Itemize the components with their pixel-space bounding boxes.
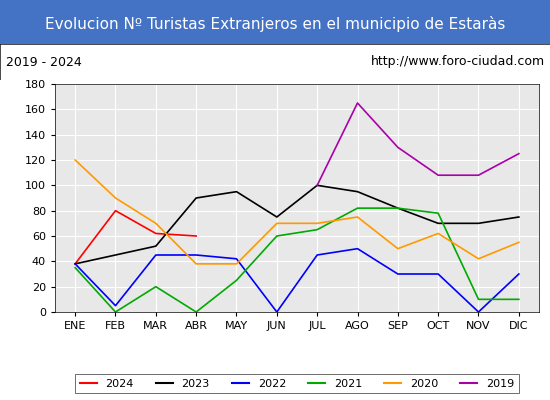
Legend: 2024, 2023, 2022, 2021, 2020, 2019: 2024, 2023, 2022, 2021, 2020, 2019 <box>75 374 519 393</box>
Text: 2019 - 2024: 2019 - 2024 <box>6 56 81 68</box>
Text: Evolucion Nº Turistas Extranjeros en el municipio de Estaràs: Evolucion Nº Turistas Extranjeros en el … <box>45 16 505 32</box>
Text: http://www.foro-ciudad.com: http://www.foro-ciudad.com <box>370 56 544 68</box>
